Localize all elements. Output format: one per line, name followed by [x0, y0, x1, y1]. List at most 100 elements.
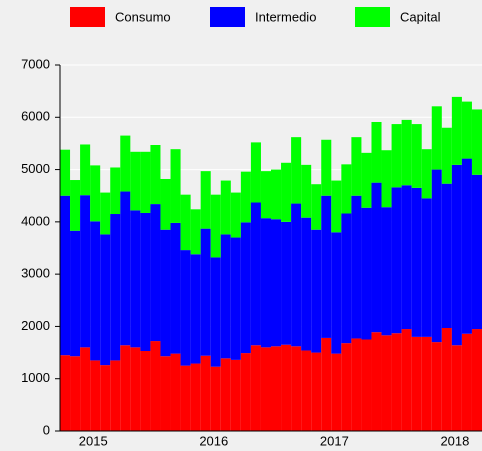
- bar-segment: [150, 204, 161, 342]
- bar-segment: [421, 149, 432, 199]
- bar-segment: [220, 234, 231, 359]
- bar-segment: [301, 217, 312, 351]
- bar-segment: [130, 347, 141, 431]
- bar-segment: [230, 359, 241, 431]
- bar-segment: [220, 180, 231, 235]
- bar-segment: [170, 353, 181, 431]
- bar-segment: [180, 365, 191, 431]
- bar-segment: [321, 195, 332, 338]
- bar-segment: [100, 192, 111, 235]
- bar-segment: [441, 327, 452, 431]
- bar-segment: [90, 221, 101, 361]
- bar-segment: [321, 337, 332, 431]
- bar-segment: [200, 171, 211, 229]
- bar-segment: [110, 167, 121, 215]
- bar-segment: [80, 144, 91, 196]
- bar-segment: [250, 142, 261, 203]
- bar-segment: [240, 353, 251, 431]
- bar-segment: [361, 152, 372, 208]
- bar-segment: [190, 363, 201, 431]
- bar-segment: [180, 250, 191, 366]
- x-tick-label: 2017: [320, 433, 349, 448]
- y-tick-label: 4000: [21, 213, 50, 228]
- bar-segment: [291, 346, 302, 431]
- y-tick-label: 7000: [21, 56, 50, 71]
- bar-segment: [140, 151, 151, 213]
- bar-segment: [120, 135, 131, 192]
- bar-segment: [441, 127, 452, 184]
- bar-segment: [471, 329, 482, 431]
- bar-segment: [371, 332, 382, 431]
- bar-segment: [250, 202, 261, 346]
- bar-segment: [281, 162, 292, 222]
- x-tick-label: 2018: [440, 433, 469, 448]
- legend-swatch: [210, 7, 245, 27]
- bar-segment: [150, 341, 161, 431]
- bar-segment: [351, 338, 362, 431]
- bar-segment: [291, 203, 302, 347]
- bar-segment: [431, 342, 442, 431]
- y-tick-label: 5000: [21, 161, 50, 176]
- bar-segment: [260, 347, 271, 431]
- bar-segment: [381, 207, 392, 336]
- bar-segment: [371, 121, 382, 183]
- bar-segment: [90, 165, 101, 222]
- x-tick-label: 2016: [199, 433, 228, 448]
- bar-segment: [100, 365, 111, 431]
- bar-segment: [250, 345, 261, 431]
- bar-segment: [210, 194, 221, 258]
- bar-segment: [60, 149, 71, 196]
- bar-segment: [90, 360, 101, 431]
- bar-segment: [150, 144, 161, 205]
- bar-segment: [381, 150, 392, 208]
- bar-segment: [260, 171, 271, 219]
- bar-segment: [401, 119, 412, 186]
- bar-segment: [351, 137, 362, 196]
- bar-segment: [421, 198, 432, 337]
- bar-segment: [271, 169, 282, 220]
- bar-segment: [471, 174, 482, 330]
- legend-swatch: [355, 7, 390, 27]
- bar-segment: [160, 356, 171, 431]
- bar-segment: [321, 139, 332, 196]
- bar-segment: [190, 254, 201, 364]
- legend-label: Intermedio: [255, 9, 316, 24]
- bar-segment: [311, 352, 322, 431]
- y-tick-label: 0: [43, 422, 50, 437]
- bar-segment: [271, 346, 282, 431]
- bar-segment: [411, 336, 422, 431]
- legend-label: Capital: [400, 9, 441, 24]
- bar-segment: [301, 350, 312, 431]
- bar-segment: [351, 195, 362, 339]
- bar-segment: [411, 187, 422, 337]
- bar-segment: [411, 124, 422, 188]
- bar-segment: [341, 164, 352, 214]
- bar-segment: [170, 222, 181, 354]
- bar-segment: [291, 137, 302, 204]
- bar-segment: [160, 178, 171, 230]
- bar-segment: [461, 158, 472, 334]
- bar-segment: [281, 221, 292, 345]
- bar-segment: [461, 101, 472, 159]
- bar-segment: [331, 180, 342, 233]
- bar-segment: [431, 169, 442, 343]
- bar-segment: [361, 207, 372, 340]
- bar-segment: [361, 339, 372, 431]
- bar-segment: [331, 232, 342, 354]
- bar-segment: [180, 194, 191, 251]
- bar-segment: [431, 106, 442, 170]
- y-tick-label: 1000: [21, 370, 50, 385]
- bar-segment: [100, 234, 111, 366]
- bar-segment: [130, 210, 141, 348]
- bar-segment: [441, 183, 452, 328]
- bar-segment: [471, 109, 482, 175]
- bar-segment: [451, 164, 462, 346]
- bar-segment: [311, 229, 322, 353]
- bar-segment: [240, 171, 251, 223]
- bar-segment: [401, 329, 412, 431]
- bar-segment: [301, 164, 312, 218]
- bar-segment: [110, 360, 121, 431]
- bar-segment: [311, 184, 322, 230]
- bar-segment: [70, 356, 81, 431]
